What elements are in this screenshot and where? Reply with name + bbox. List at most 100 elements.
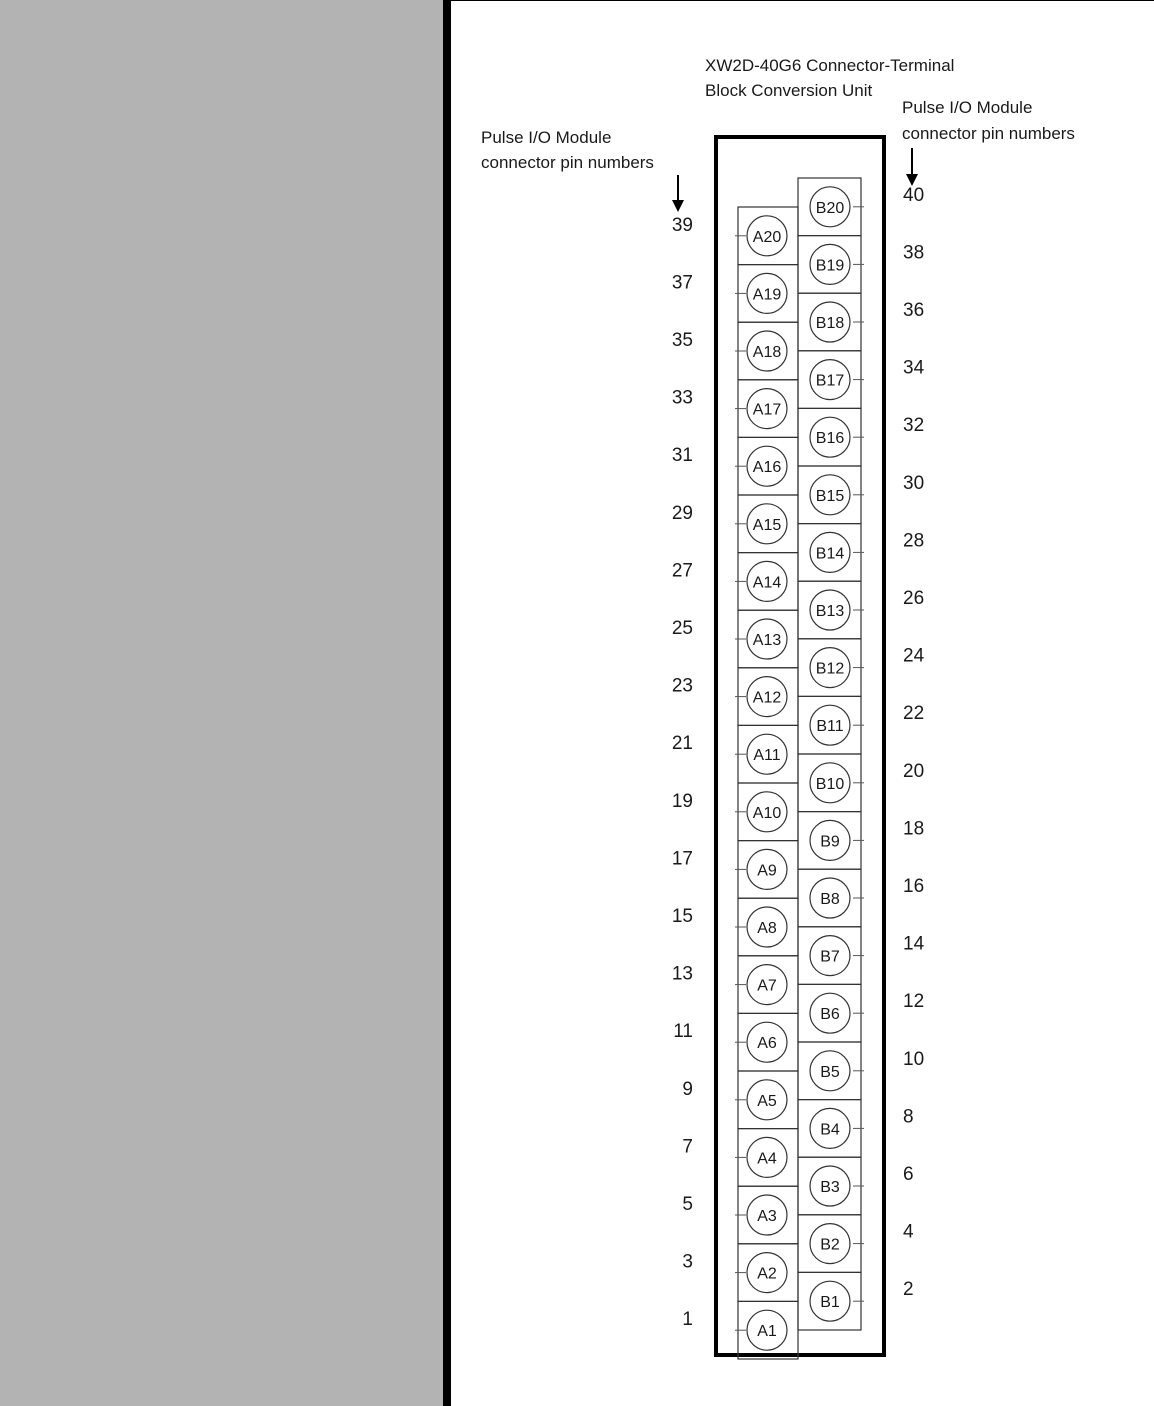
right-label-line1: Pulse I/O Module — [902, 98, 1032, 117]
terminal-screw-b — [809, 243, 851, 285]
pin-number-a: 9 — [682, 1079, 693, 1100]
terminal-label-a: A1 — [757, 1323, 777, 1340]
terminal-screw-b — [809, 1050, 851, 1092]
terminal-screw-b — [809, 762, 851, 804]
terminal-label-a: A6 — [757, 1035, 777, 1052]
terminal-screw-a — [746, 963, 788, 1006]
terminal-column-a: A11A23A35A47A59A611A713A815A917A1019A112… — [672, 206, 799, 1360]
terminal-label-a: A14 — [753, 574, 782, 591]
terminal-screw-b — [809, 646, 851, 689]
terminal-label-b: B5 — [820, 1064, 840, 1081]
pin-number-b: 14 — [903, 934, 925, 955]
pin-number-b: 34 — [903, 358, 925, 379]
terminal-screw-b — [809, 819, 851, 862]
pin-number-a: 33 — [672, 388, 693, 409]
pin-number-b: 8 — [903, 1106, 914, 1127]
terminal-screw-b — [809, 589, 851, 631]
terminal-label-a: A5 — [757, 1093, 777, 1110]
pin-number-a: 37 — [672, 272, 693, 293]
terminal-label-a: A16 — [753, 459, 782, 476]
terminal-block-housing — [714, 135, 886, 1357]
terminal-screw-a — [746, 791, 788, 833]
terminal-label-a: A9 — [757, 862, 777, 879]
terminal-label-b: B13 — [816, 603, 845, 620]
terminal-screw-a — [746, 733, 788, 775]
terminal-label-b: B14 — [816, 545, 845, 562]
terminal-label-a: A11 — [753, 747, 780, 764]
terminal-screw-b — [809, 359, 851, 401]
terminal-label-a: A12 — [753, 690, 782, 707]
pin-number-b: 12 — [903, 991, 924, 1012]
terminal-screw-b — [809, 474, 851, 516]
terminal-screw-a — [746, 272, 788, 314]
pin-number-a: 3 — [682, 1252, 693, 1273]
pin-number-a: 25 — [672, 618, 693, 639]
terminal-screw-b — [809, 531, 851, 574]
terminal-label-a: A17 — [753, 402, 782, 419]
pin-number-a: 29 — [672, 503, 693, 524]
terminal-screw-b — [809, 704, 851, 746]
terminal-screw-b — [809, 877, 851, 919]
terminal-label-a: A13 — [753, 632, 782, 649]
terminal-label-b: B20 — [816, 200, 845, 217]
terminal-label-a: A7 — [757, 978, 777, 995]
pin-number-b: 28 — [903, 530, 924, 551]
gray-sidebar — [0, 0, 443, 1406]
left-label-line1: Pulse I/O Module — [481, 128, 611, 147]
pin-number-b: 38 — [903, 242, 924, 263]
pin-number-a: 15 — [672, 906, 693, 927]
terminal-label-b: B1 — [820, 1294, 840, 1311]
terminal-label-b: B9 — [820, 833, 840, 850]
terminal-label-b: B3 — [820, 1179, 840, 1196]
terminal-label-a: A10 — [753, 805, 782, 822]
pin-number-a: 23 — [672, 676, 693, 697]
terminal-screw-a — [746, 848, 788, 891]
terminal-screw-a — [746, 1021, 788, 1063]
terminal-screw-a — [746, 906, 788, 948]
terminal-screw-b — [809, 1280, 851, 1322]
pin-number-a: 19 — [672, 791, 693, 812]
terminal-screw-a — [746, 1251, 788, 1294]
terminal-label-b: B17 — [816, 373, 845, 390]
pin-number-b: 18 — [903, 818, 924, 839]
terminal-screw-b — [809, 1107, 851, 1150]
terminal-screw-b — [809, 1222, 851, 1265]
pin-number-b: 36 — [903, 300, 924, 321]
terminal-label-a: A18 — [753, 344, 782, 361]
terminal-screw-b — [809, 186, 851, 228]
terminal-screw-a — [746, 503, 788, 545]
terminal-column-b: B12B24B36B48B510B612B714B816B918B1020B11… — [797, 177, 925, 1331]
pin-number-b: 6 — [903, 1164, 914, 1185]
terminal-screw-a — [746, 1194, 788, 1236]
terminal-label-b: B2 — [820, 1237, 840, 1254]
terminal-label-b: B18 — [816, 315, 845, 332]
terminal-screw-a — [746, 1079, 788, 1121]
terminal-label-a: A20 — [753, 229, 782, 246]
terminal-screw-a — [746, 618, 788, 660]
left-down-arrow — [672, 175, 684, 212]
pin-number-b: 40 — [903, 185, 924, 206]
pin-number-a: 21 — [672, 733, 693, 754]
terminal-label-a: A3 — [757, 1208, 777, 1225]
terminal-screw-a — [746, 1136, 788, 1179]
terminal-screw-a — [746, 560, 788, 603]
terminal-label-b: B15 — [816, 488, 845, 505]
terminal-label-a: A2 — [757, 1266, 777, 1283]
terminal-label-a: A8 — [757, 920, 777, 937]
pin-number-a: 11 — [673, 1021, 693, 1042]
terminal-label-b: B12 — [816, 661, 845, 678]
pin-number-b: 4 — [903, 1222, 914, 1243]
pin-number-a: 39 — [672, 215, 693, 236]
pin-number-a: 7 — [682, 1136, 693, 1157]
pin-number-b: 2 — [903, 1279, 914, 1300]
top-rule — [451, 0, 1154, 1]
terminal-screw-b — [809, 301, 851, 343]
terminal-screw-a — [746, 330, 788, 372]
vertical-divider — [443, 0, 451, 1406]
terminal-label-b: B10 — [816, 776, 845, 793]
pin-number-b: 26 — [903, 588, 924, 609]
pin-number-b: 30 — [903, 473, 924, 494]
terminal-label-b: B7 — [820, 949, 840, 966]
terminal-label-b: B8 — [820, 891, 840, 908]
